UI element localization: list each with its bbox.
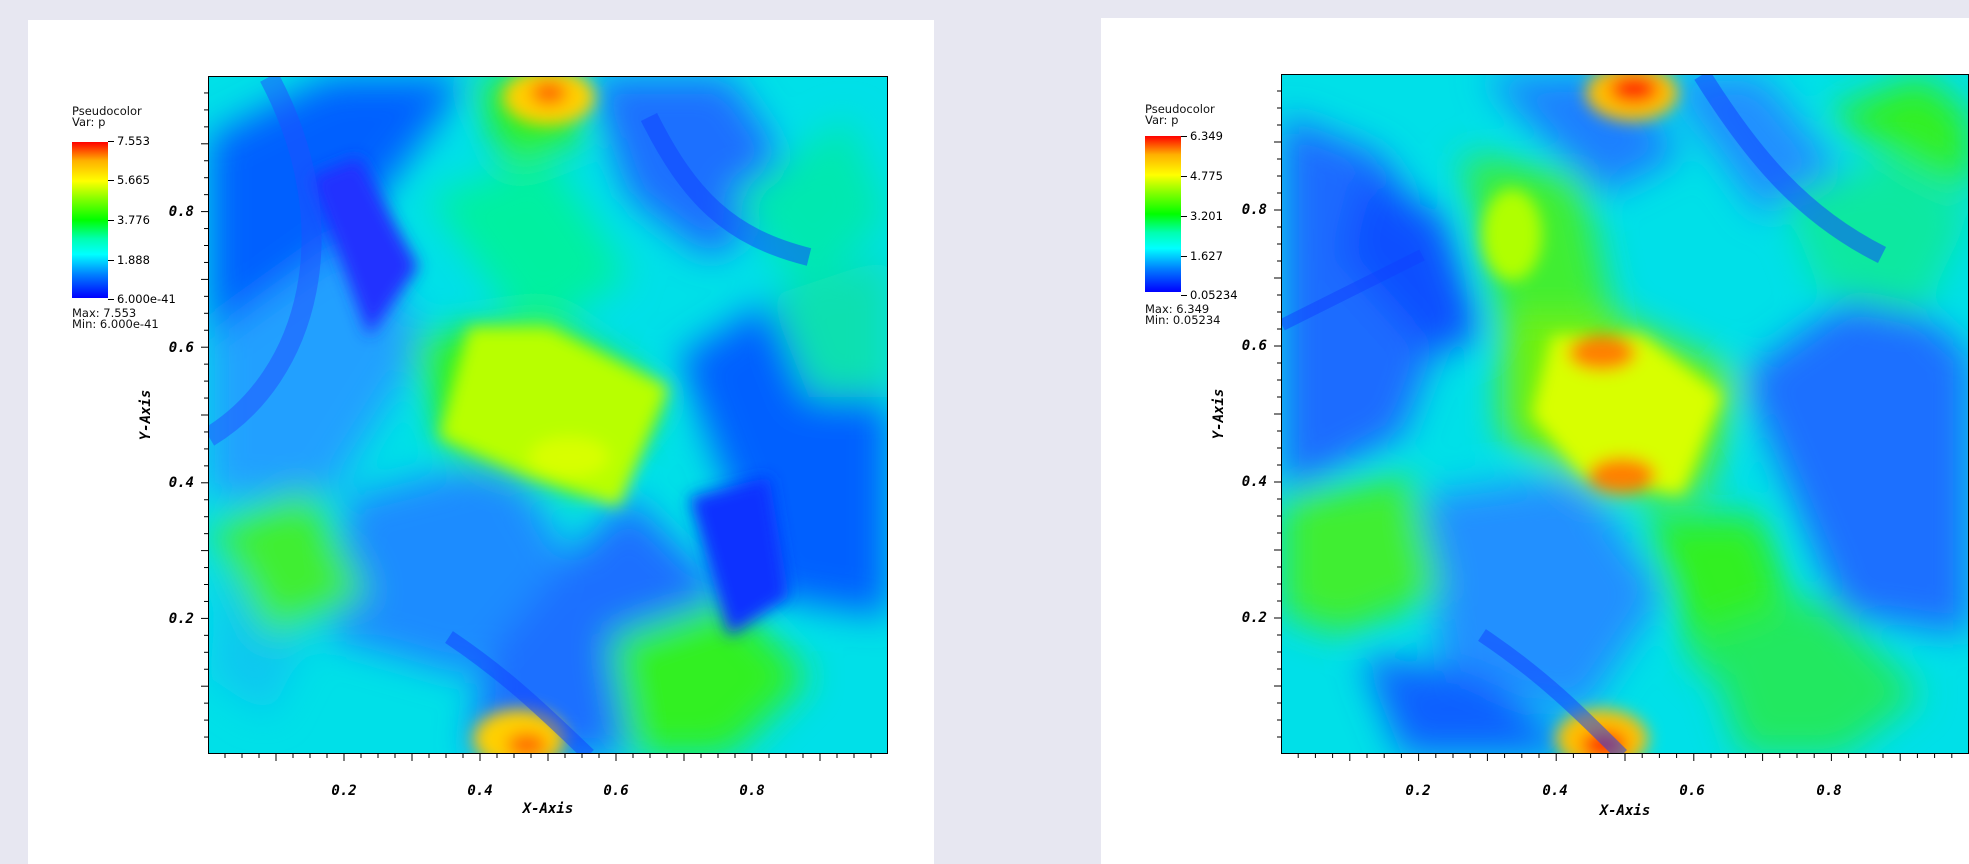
y-tick-label: 0.6 — [169, 340, 194, 356]
y-axis-title: Y-Axis — [1211, 389, 1227, 440]
legend-right: Pseudocolor Var: p — [1145, 102, 1215, 127]
legend-stats-right: Max: 6.349 Min: 0.05234 — [1145, 302, 1221, 327]
x-axis-title: X-Axis — [522, 801, 574, 817]
axes-right: 0.2 0.4 0.6 0.8 0.2 0.4 0.6 0.8 X-Axis Y… — [1211, 74, 1969, 819]
colorbar-label: 3.776 — [108, 213, 150, 227]
colorbar-label: 7.553 — [108, 134, 150, 148]
colorbar-label: 0.05234 — [1181, 288, 1238, 302]
colorbar-label: 5.665 — [108, 173, 150, 187]
max-label: Max: 7.553 — [72, 306, 137, 320]
legend-stats-left: Max: 7.553 Min: 6.000e-41 — [72, 306, 159, 331]
heatmap-plot-right — [1281, 74, 1969, 754]
x-axis-title: X-Axis — [1599, 803, 1651, 819]
y-tick-label: 0.4 — [1242, 474, 1267, 490]
y-tick-label: 0.2 — [1242, 610, 1267, 626]
axes-left: 0.2 0.4 0.6 0.8 0.2 0.4 0.6 0.8 X-Axis Y… — [138, 76, 888, 817]
x-tick-label: 0.8 — [739, 783, 764, 799]
heatmap-plot-left — [208, 76, 888, 754]
legend-var: Var: p — [72, 115, 106, 129]
legend-title: Pseudocolor — [72, 104, 142, 118]
colorbar-label: 1.627 — [1181, 249, 1223, 263]
x-tick-label: 0.6 — [603, 783, 628, 799]
x-tick-label: 0.8 — [1816, 783, 1841, 799]
x-tick-label: 0.4 — [1542, 783, 1567, 799]
y-tick-label: 0.2 — [169, 611, 194, 627]
colorbar-label: 1.888 — [108, 253, 150, 267]
axes-overlay-right: 0.2 0.4 0.6 0.8 0.2 0.4 0.6 0.8 X-Axis Y… — [1211, 90, 1953, 819]
legend-title: Pseudocolor — [1145, 102, 1215, 116]
colorbar-left — [72, 142, 108, 298]
colorbar-right — [1145, 136, 1181, 292]
min-label: Min: 6.000e-41 — [72, 317, 159, 331]
legend-var: Var: p — [1145, 113, 1179, 127]
y-tick-label: 0.4 — [169, 475, 194, 491]
colorbar-label: 6.000e-41 — [108, 292, 176, 306]
heatmap-field-left — [209, 77, 887, 753]
y-axis-title: Y-Axis — [138, 390, 154, 441]
legend-left: Pseudocolor Var: p — [72, 104, 142, 129]
plot-panel-right: Pseudocolor Var: p 6.349 4.775 3.201 1.6… — [1101, 18, 1969, 864]
x-tick-label: 0.4 — [467, 783, 492, 799]
colorbar-label: 4.775 — [1181, 169, 1223, 183]
x-tick-label: 0.6 — [1679, 783, 1704, 799]
max-label: Max: 6.349 — [1145, 302, 1210, 316]
y-tick-label: 0.8 — [1242, 202, 1267, 218]
y-tick-label: 0.8 — [169, 204, 194, 220]
y-tick-label: 0.6 — [1242, 338, 1267, 354]
colorbar-label: 3.201 — [1181, 209, 1223, 223]
axes-overlay-left: 0.2 0.4 0.6 0.8 0.2 0.4 0.6 0.8 X-Axis Y… — [138, 92, 872, 817]
min-label: Min: 0.05234 — [1145, 313, 1221, 327]
heatmap-field-right — [1282, 75, 1968, 753]
x-tick-label: 0.2 — [1405, 783, 1430, 799]
plot-panel-left: Pseudocolor Var: p 7.553 5.665 3.776 1.8… — [28, 20, 934, 864]
colorbar-label: 6.349 — [1181, 129, 1223, 143]
x-tick-label: 0.2 — [331, 783, 356, 799]
